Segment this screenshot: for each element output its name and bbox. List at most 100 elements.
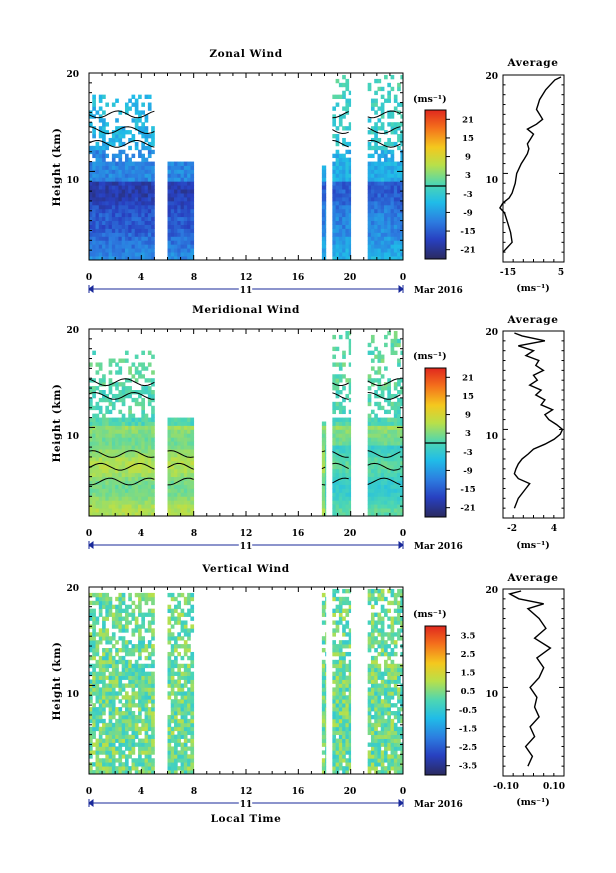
heatmap-cell xyxy=(393,193,398,198)
heatmap-cell xyxy=(325,464,327,470)
x-tick-label: 0 xyxy=(86,529,92,539)
heatmap-cell xyxy=(397,707,401,712)
heatmap-cell xyxy=(348,437,352,442)
heatmap-cell xyxy=(134,212,139,218)
heatmap-cell xyxy=(345,484,350,489)
heatmap-cell xyxy=(338,165,343,170)
heatmap-cell xyxy=(400,212,403,218)
heatmap-cell xyxy=(321,592,326,598)
heatmap-cell xyxy=(367,742,372,747)
heatmap-cell xyxy=(338,153,343,159)
heatmap-cell xyxy=(367,401,372,407)
heatmap-cell xyxy=(108,596,113,602)
heatmap-cell xyxy=(128,425,132,430)
heatmap-cell xyxy=(335,386,340,391)
heatmap-cell xyxy=(111,492,116,497)
heatmap-cell xyxy=(377,429,382,434)
heatmap-cell xyxy=(345,421,350,426)
heatmap-cell xyxy=(338,252,343,257)
heatmap-cell xyxy=(374,90,378,96)
heatmap-cell xyxy=(370,409,375,415)
heatmap-cell xyxy=(348,750,352,755)
heatmap-cell xyxy=(102,236,106,241)
axis-ticks xyxy=(88,328,404,517)
heatmap-cell xyxy=(345,663,350,669)
heatmap-cell xyxy=(390,711,395,716)
heatmap-cell xyxy=(170,500,175,505)
heatmap-cell xyxy=(338,711,343,716)
heatmap-cell xyxy=(390,640,395,645)
heatmap-cell xyxy=(393,236,398,241)
heatmap-cell xyxy=(174,488,178,493)
heatmap-cell xyxy=(138,393,142,399)
heatmap-cell xyxy=(111,468,116,474)
heatmap-cell xyxy=(370,460,375,466)
heatmap-cell xyxy=(377,754,382,759)
heatmap-cell xyxy=(380,762,385,767)
heatmap-cell xyxy=(348,200,352,206)
heatmap-cell xyxy=(384,185,388,190)
heatmap-cell xyxy=(147,212,152,218)
heatmap-cell xyxy=(151,468,155,474)
heatmap-cell xyxy=(342,484,346,489)
heatmap-cell xyxy=(321,703,326,708)
heatmap-cell xyxy=(105,161,110,166)
heatmap-cell xyxy=(390,504,395,509)
heatmap-cell xyxy=(111,636,116,641)
heatmap-cell xyxy=(321,216,326,222)
heatmap-cell xyxy=(338,508,343,513)
heatmap-cell xyxy=(342,232,346,237)
heatmap-cell xyxy=(380,616,385,621)
heatmap-cell xyxy=(345,161,350,166)
heatmap-cell xyxy=(380,145,385,151)
heatmap-cell xyxy=(332,588,337,594)
heatmap-cell xyxy=(321,212,326,218)
heatmap-cell xyxy=(151,628,155,633)
heatmap-cell xyxy=(380,354,385,359)
heatmap-cell xyxy=(374,240,378,245)
heatmap-cell xyxy=(321,433,326,438)
heatmap-cell xyxy=(105,612,110,617)
heatmap-cell xyxy=(138,456,142,462)
heatmap-cell xyxy=(342,468,346,474)
heatmap-cell xyxy=(332,663,337,669)
colorbar-tick-label: 9 xyxy=(465,411,471,421)
heatmap-cell xyxy=(89,114,93,119)
heatmap-cell xyxy=(108,181,113,186)
heatmap-cell xyxy=(348,330,352,336)
heatmap-cell xyxy=(345,730,350,736)
heatmap-cell xyxy=(367,200,372,206)
heatmap-cell xyxy=(183,240,188,245)
heatmap-cell xyxy=(187,644,191,649)
heatmap-cell xyxy=(124,718,129,724)
heatmap-cell xyxy=(342,488,346,493)
heatmap-cell xyxy=(384,169,388,174)
heatmap-cell xyxy=(147,256,152,260)
heatmap-cell xyxy=(170,624,175,629)
heatmap-cell xyxy=(321,224,326,229)
heatmap-cell xyxy=(321,197,326,202)
heatmap-cell xyxy=(128,496,132,501)
heatmap-cell xyxy=(342,766,346,771)
heatmap-cell xyxy=(380,248,385,253)
heatmap-cell xyxy=(111,220,116,225)
heatmap-cell xyxy=(128,480,132,485)
heatmap-cell xyxy=(180,208,185,214)
heatmap-cell xyxy=(170,770,175,774)
panel-title: Zonal Wind xyxy=(209,48,282,60)
heatmap-cell xyxy=(348,488,352,493)
heatmap-cell xyxy=(348,746,352,751)
heatmap-cell xyxy=(380,675,385,680)
heatmap-cell xyxy=(138,244,142,249)
heatmap-cell xyxy=(370,472,375,478)
heatmap-cell xyxy=(390,232,395,237)
heatmap-cell xyxy=(128,137,132,143)
heatmap-cell xyxy=(115,118,119,123)
heatmap-cell xyxy=(95,714,100,720)
heatmap-cell xyxy=(190,437,195,442)
heatmap-cell xyxy=(124,248,129,253)
heatmap-cell xyxy=(348,232,352,237)
heatmap-cell xyxy=(338,754,343,759)
heatmap-cell xyxy=(128,189,132,194)
heatmap-cell xyxy=(177,504,181,509)
